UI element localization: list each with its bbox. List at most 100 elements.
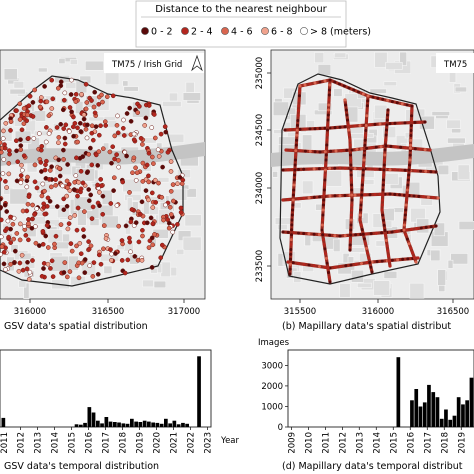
map-b-x-tick-label: 316000	[362, 307, 394, 317]
bar	[74, 424, 79, 427]
map-b-y-tick-label: 234500	[255, 114, 265, 146]
bar	[91, 412, 96, 427]
bar	[151, 422, 155, 427]
map-b-y-tick-label: 234000	[255, 172, 265, 204]
chart-d-bars	[396, 357, 474, 427]
x-tick-label: 2018	[119, 432, 129, 454]
x-tick-label: 2011	[321, 432, 331, 454]
bar	[456, 397, 461, 427]
bar	[130, 418, 134, 427]
legend-marker	[141, 27, 149, 35]
bar	[121, 423, 126, 427]
bar	[452, 415, 457, 427]
legend-item-label: > 8 (meters)	[310, 27, 371, 38]
bar	[181, 422, 185, 427]
bar	[164, 418, 168, 427]
bar	[100, 423, 104, 427]
x-tick-label: 2015	[68, 432, 78, 454]
chart-c-frame	[0, 349, 212, 428]
bar	[461, 404, 465, 427]
map-a-caption: GSV data's spatial distribution	[4, 321, 148, 332]
x-tick-label: 2015	[389, 432, 399, 454]
map-a-river	[0, 142, 205, 166]
bar	[1, 417, 6, 427]
bar	[197, 356, 201, 427]
legend-item-label: 0 - 2	[151, 27, 173, 38]
x-tick-label: 2014	[372, 432, 382, 454]
y-tick-label: 2000	[261, 382, 283, 392]
chart-c: 2012 2013 2014 2015 2016 2017 2018 2019 2020 2021…	[0, 349, 240, 472]
map-b: TM75 235000 234500 234000 233500 315500 3160…	[255, 49, 474, 332]
map-b-points	[281, 78, 440, 284]
bar	[79, 424, 83, 427]
bar	[104, 417, 109, 427]
legend-marker	[181, 27, 189, 35]
bar	[87, 407, 92, 427]
bar	[155, 422, 160, 427]
x-tick-label: 2021	[170, 432, 180, 454]
map-b-crs-label: TM75	[443, 60, 467, 70]
bar	[422, 402, 427, 427]
x-tick-label: 2010	[304, 432, 314, 454]
map-a-x-tick-label: 316500	[92, 307, 124, 317]
bar	[113, 422, 117, 427]
map-a-x-ticks: 316000 316500 317000	[14, 299, 200, 317]
x-tick-label: 2012	[16, 432, 26, 454]
map-b-y-tick-label: 233500	[255, 250, 265, 282]
y-tick-label: 0	[278, 423, 283, 433]
x-tick-label: 2019	[457, 432, 467, 454]
x-tick-label: 2017	[423, 432, 433, 454]
bar	[431, 392, 436, 427]
bar	[108, 421, 113, 427]
x-tick-label: 2017	[102, 432, 112, 454]
bar	[444, 409, 448, 427]
map-a-x-tick-label: 317000	[168, 307, 200, 317]
bar	[134, 421, 138, 427]
x-tick-label: 2009	[287, 432, 297, 454]
bar	[172, 420, 177, 427]
bar	[168, 423, 172, 427]
bar	[125, 423, 130, 427]
legend-frame	[135, 0, 347, 48]
x-tick-label: 2018	[440, 432, 450, 454]
chart-d-y-ticks: 0 1000 2000 3000	[261, 361, 288, 433]
map-b-x-tick-label: 316500	[437, 307, 469, 317]
chart-c-bars	[1, 356, 201, 427]
legend-marker	[300, 27, 308, 35]
bar	[469, 377, 474, 427]
x-tick-label: 2023	[204, 432, 214, 454]
x-tick-label: 2014	[51, 432, 61, 454]
bar	[418, 406, 423, 427]
map-a: TM75 / Irish Grid 316000 316500 317000 GSV…	[0, 49, 206, 332]
bar	[410, 400, 414, 427]
map-b-crs-box	[436, 53, 474, 73]
chart-d-x-ticks: 2009 2010 2011 2012 2013 2014 2015 2016 2017 2018…	[287, 427, 467, 454]
map-b-x-ticks: 315500 316000 316500	[284, 299, 469, 317]
bar	[96, 420, 100, 427]
chart-d-ylabel: Images	[258, 338, 290, 348]
x-tick-label: 2011	[0, 432, 10, 454]
map-b-y-tick-label: 235000	[255, 57, 265, 89]
chart-d: Images 0 1000 2000 3000 2009 2010 2011 2012 201…	[258, 338, 474, 472]
y-tick-label: 1000	[261, 403, 283, 413]
legend: Distance to the nearest neighbour 0 - 2 2…	[135, 0, 371, 48]
legend-items: 0 - 2 2 - 4 4 - 6 6 - 8 > 8 (meters)	[141, 27, 371, 38]
x-tick-label: 2012	[338, 432, 348, 454]
north-arrow-icon	[191, 54, 203, 72]
map-a-crs-box	[104, 53, 204, 73]
map-b-caption: (b) Mapillary data's spatial distribut	[282, 321, 451, 332]
legend-item-label: 2 - 4	[191, 27, 213, 38]
chart-c-xlabel: Year	[220, 436, 240, 446]
x-tick-label: 2019	[136, 432, 146, 454]
bar	[159, 423, 164, 427]
x-tick-label: 2013	[355, 432, 365, 454]
legend-item-label: 4 - 6	[231, 27, 253, 38]
bar	[185, 423, 189, 427]
x-tick-label: 2016	[85, 432, 95, 454]
bar	[176, 424, 181, 427]
map-b-boundary	[279, 73, 441, 285]
map-a-x-tick-label: 316000	[14, 307, 46, 317]
bar	[414, 389, 419, 427]
bar	[138, 422, 143, 427]
legend-title: Distance to the nearest neighbour	[155, 4, 327, 15]
